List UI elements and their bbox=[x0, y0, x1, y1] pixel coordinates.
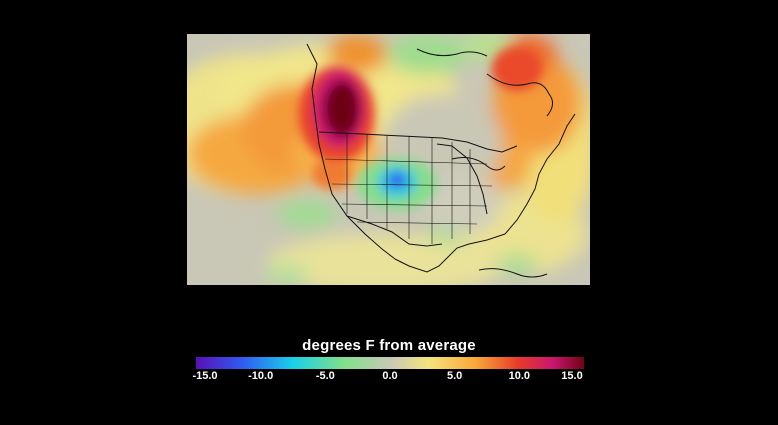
scale-tick-label: 5.0 bbox=[447, 370, 463, 382]
scale-tick-label: -15.0 bbox=[192, 370, 218, 382]
legend-title: degrees F from average bbox=[302, 337, 476, 354]
anomaly-map bbox=[187, 34, 590, 285]
scale-tick-label: 15.0 bbox=[561, 370, 583, 382]
state-borders bbox=[324, 134, 493, 244]
scale-tick-label: 0.0 bbox=[382, 370, 398, 382]
color-scale-ticks: -15.0 -10.0 -5.0 0.0 5.0 10.0 15.0 bbox=[192, 370, 584, 384]
coastline-lines bbox=[306, 43, 576, 278]
scale-tick-label: 10.0 bbox=[508, 370, 531, 382]
anomaly-map-svg bbox=[187, 34, 590, 285]
scale-tick-label: -10.0 bbox=[248, 370, 274, 382]
color-scale-bar bbox=[196, 357, 584, 369]
scale-tick-label: -5.0 bbox=[315, 370, 335, 382]
